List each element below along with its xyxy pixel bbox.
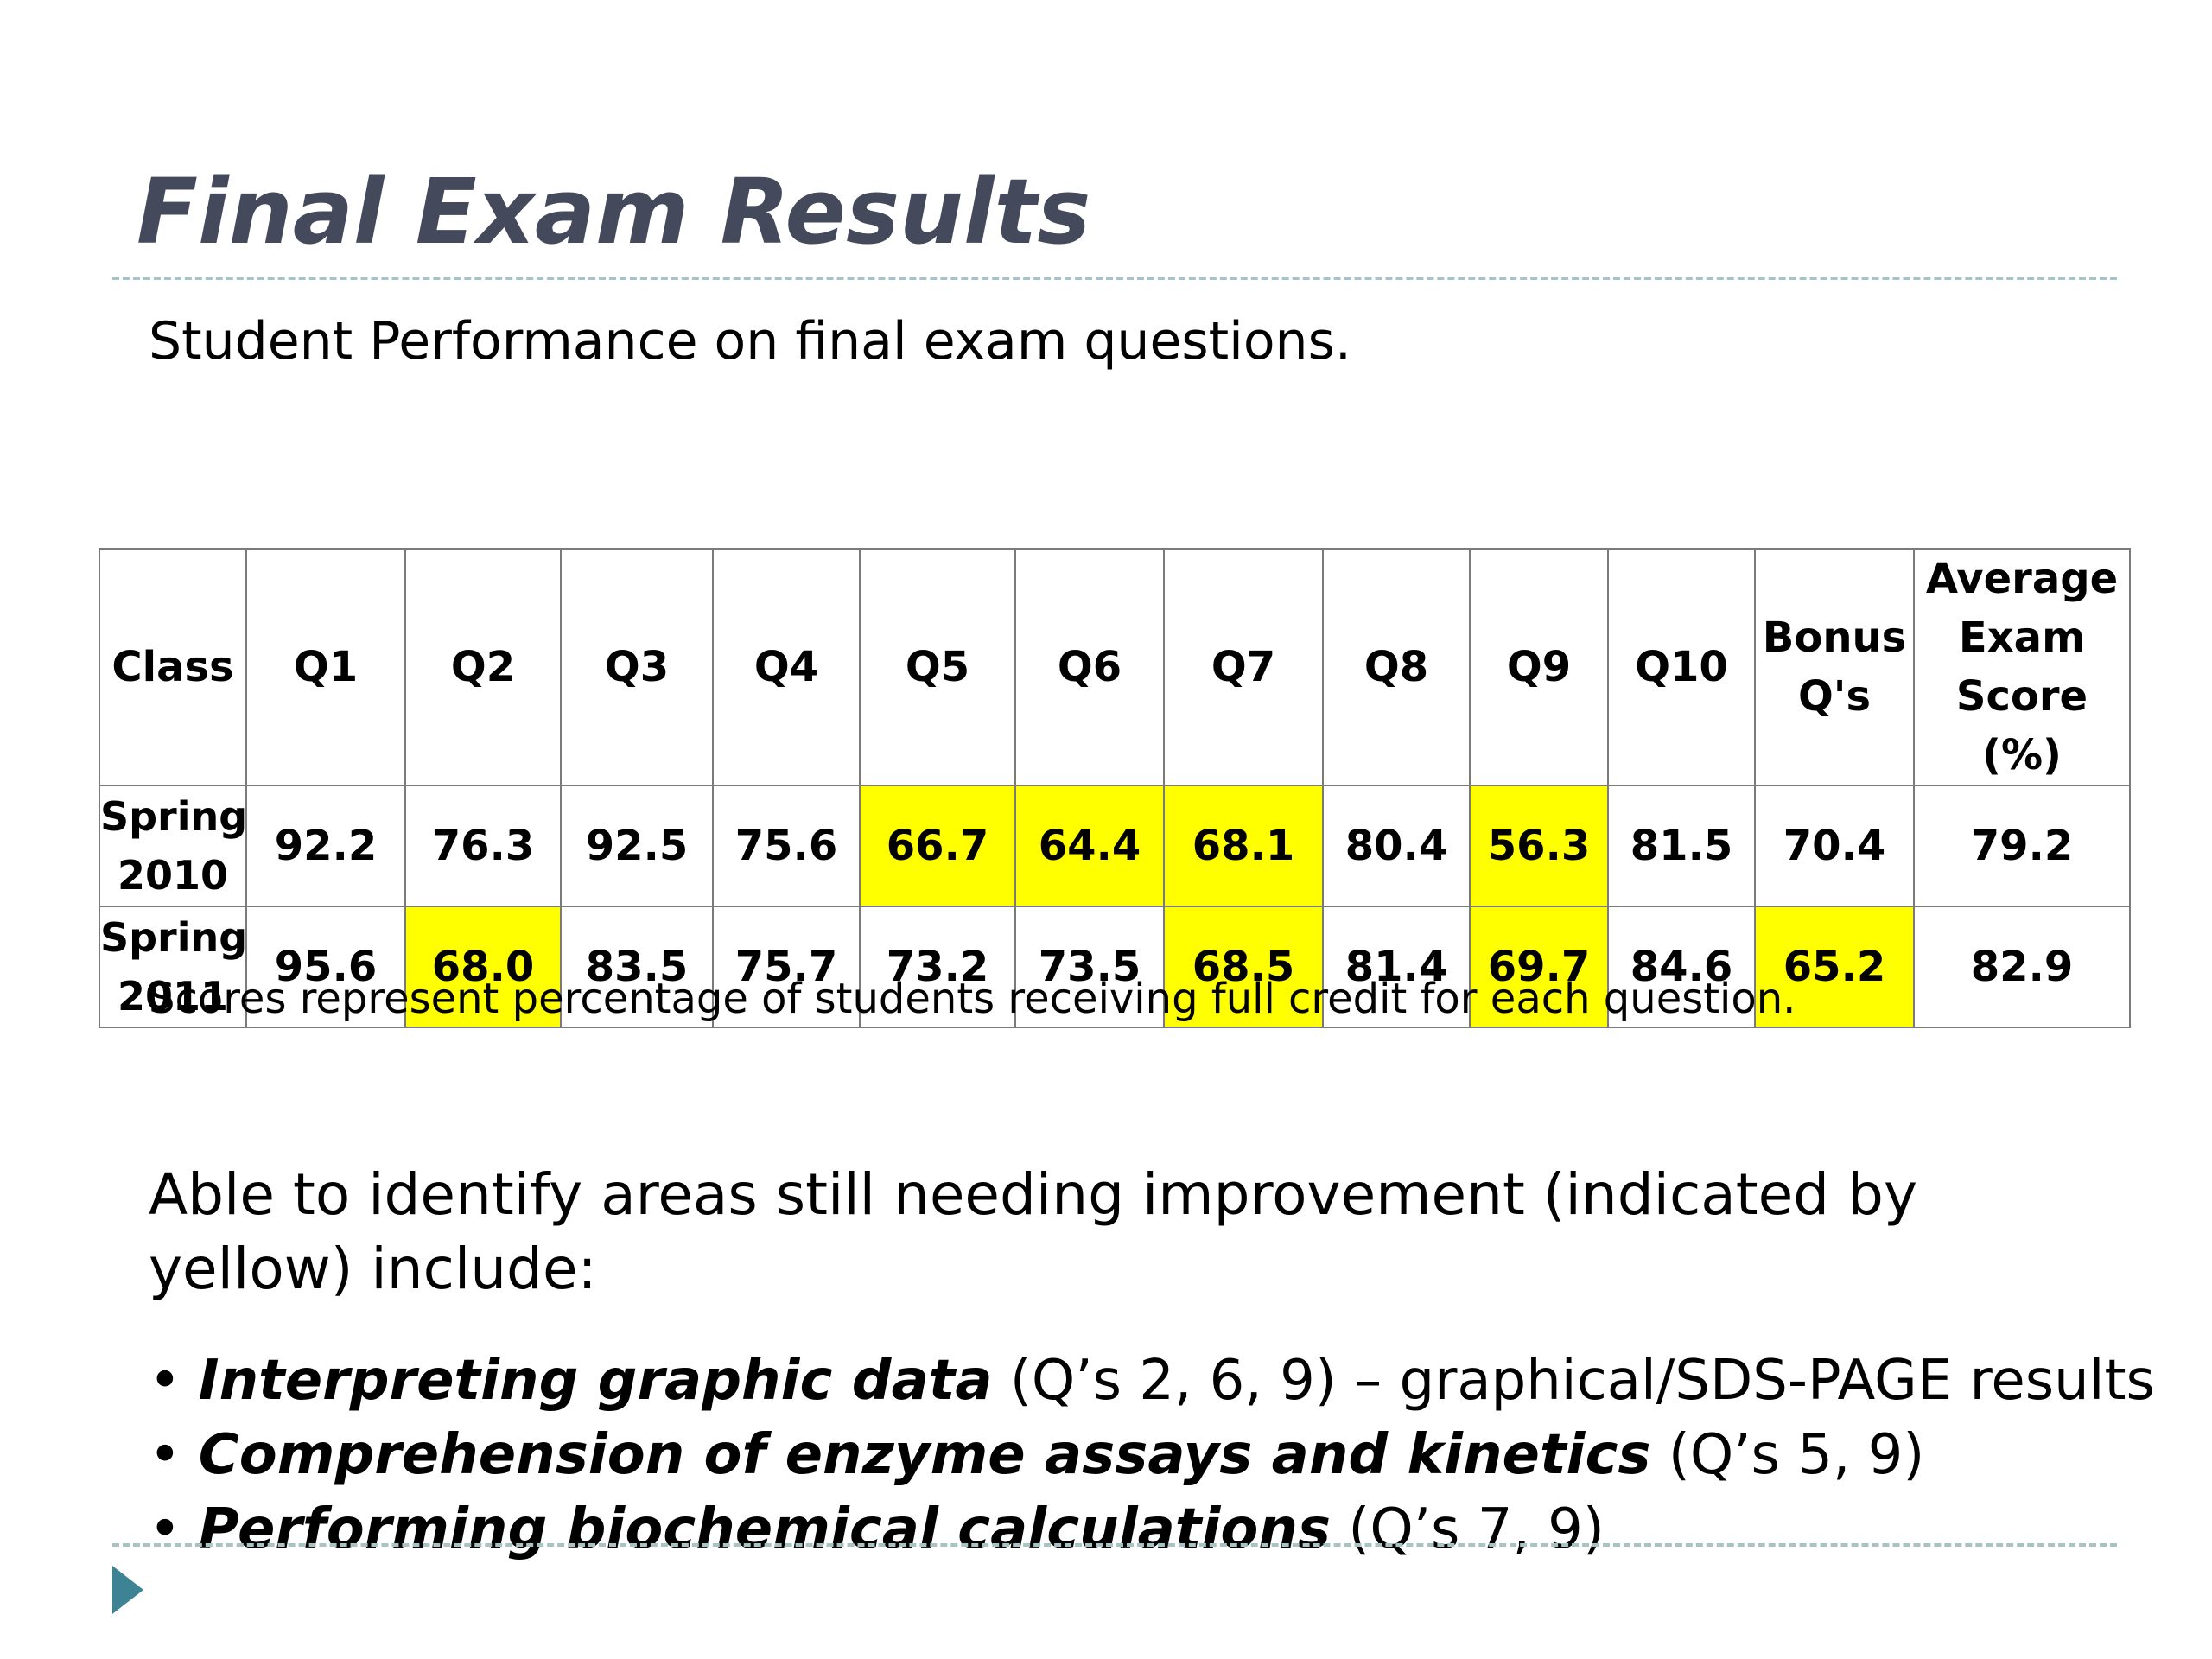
bullet-detail: (Q’s 2, 6, 9) – graphical/SDS-PAGE resul… xyxy=(992,1349,2155,1413)
bullet-icon: • xyxy=(149,1349,181,1413)
list-item: • Performing biochemical calculations (Q’… xyxy=(149,1492,2153,1567)
table-cell: 81.4 xyxy=(1322,906,1471,1028)
header-q8: Q8 xyxy=(1322,548,1471,786)
list-item: • Interpreting graphic data (Q’s 2, 6, 9)… xyxy=(149,1344,2155,1418)
header-class: Class xyxy=(99,548,247,786)
table-cell: 84.6 xyxy=(1607,906,1756,1028)
table-cell: 83.5 xyxy=(560,906,714,1028)
header-q2: Q2 xyxy=(404,548,562,786)
row-label: Spring 2011 xyxy=(99,906,247,1028)
table-cell-highlighted: 64.4 xyxy=(1014,785,1165,907)
header-q1: Q1 xyxy=(245,548,406,786)
bullet-icon: • xyxy=(149,1497,181,1561)
table-row: Spring 2011 95.6 68.0 83.5 75.7 73.2 73.… xyxy=(99,906,2131,1028)
table-cell: 92.2 xyxy=(245,785,406,907)
bullet-detail: (Q’s 5, 9) xyxy=(1650,1423,1925,1487)
table-cell-highlighted: 65.2 xyxy=(1754,906,1915,1028)
header-bonus: Bonus Q's xyxy=(1754,548,1915,786)
improvement-list: • Interpreting graphic data (Q’s 2, 6, 9)… xyxy=(149,1344,2155,1567)
table-cell: 80.4 xyxy=(1322,785,1471,907)
header-q10: Q10 xyxy=(1607,548,1756,786)
bullet-topic: Comprehension of enzyme assays and kinet… xyxy=(198,1423,1651,1487)
header-q3: Q3 xyxy=(560,548,714,786)
table-cell-highlighted: 66.7 xyxy=(859,785,1016,907)
footer-divider xyxy=(112,1543,2117,1547)
intro-text: Able to identify areas still needing imp… xyxy=(149,1161,1917,1302)
table-cell: 81.5 xyxy=(1607,785,1756,907)
slide-subtitle: Student Performance on final exam questi… xyxy=(149,311,1351,372)
table-row: Spring 2010 92.2 76.3 92.5 75.6 66.7 64.… xyxy=(99,785,2131,907)
table-cell: 73.2 xyxy=(859,906,1016,1028)
table-cell: 70.4 xyxy=(1754,785,1915,907)
play-triangle-icon[interactable] xyxy=(112,1566,143,1614)
header-average: Average Exam Score (%) xyxy=(1913,548,2131,786)
list-item: • Comprehension of enzyme assays and kine… xyxy=(149,1418,2153,1492)
table-cell: 92.5 xyxy=(560,785,714,907)
table-cell-highlighted: 69.7 xyxy=(1469,906,1609,1028)
table-cell-highlighted: 56.3 xyxy=(1469,785,1609,907)
table-cell: 95.6 xyxy=(245,906,406,1028)
header-q5: Q5 xyxy=(859,548,1016,786)
table-cell: 73.5 xyxy=(1014,906,1165,1028)
exam-results-table: Class Q1 Q2 Q3 Q4 Q5 Q6 Q7 Q8 Q9 Q10 Bon… xyxy=(99,548,2131,1028)
table-cell-highlighted: 68.0 xyxy=(404,906,562,1028)
table-cell: 75.6 xyxy=(712,785,861,907)
header-q6: Q6 xyxy=(1014,548,1165,786)
table-cell: 82.9 xyxy=(1913,906,2131,1028)
header-q4: Q4 xyxy=(712,548,861,786)
bullet-icon: • xyxy=(149,1423,181,1487)
bullet-topic: Performing biochemical calculations xyxy=(198,1497,1331,1561)
table-cell-highlighted: 68.5 xyxy=(1163,906,1324,1028)
header-q9: Q9 xyxy=(1469,548,1609,786)
table-cell: 76.3 xyxy=(404,785,562,907)
bullet-detail: (Q’s 7, 9) xyxy=(1331,1497,1605,1561)
table-cell: 79.2 xyxy=(1913,785,2131,907)
title-divider xyxy=(112,276,2117,280)
bullet-topic: Interpreting graphic data xyxy=(198,1349,993,1413)
table-cell-highlighted: 68.1 xyxy=(1163,785,1324,907)
table-footnote: Scores represent percentage of students … xyxy=(149,975,1796,1023)
row-label: Spring 2010 xyxy=(99,785,247,907)
table-cell: 75.7 xyxy=(712,906,861,1028)
table-header-row: Class Q1 Q2 Q3 Q4 Q5 Q6 Q7 Q8 Q9 Q10 Bon… xyxy=(99,548,2131,786)
slide-title: Final Exam Results xyxy=(137,159,1091,264)
header-q7: Q7 xyxy=(1163,548,1324,786)
